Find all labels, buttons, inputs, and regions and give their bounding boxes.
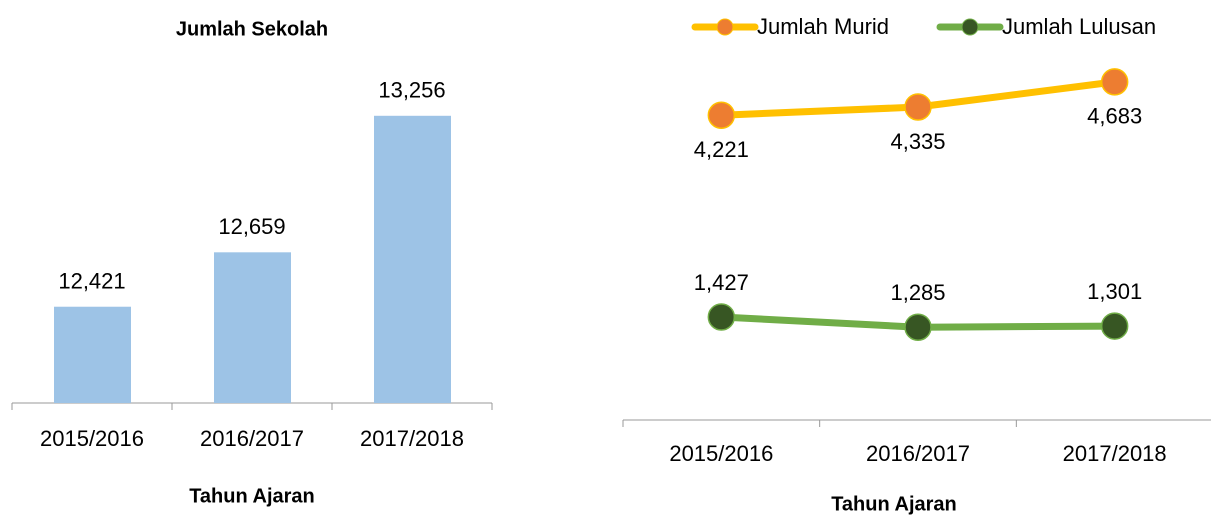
chart-title: Jumlah Sekolah: [176, 18, 328, 40]
marker: [904, 93, 932, 121]
x-tick-label: 2017/2018: [1063, 441, 1167, 466]
x-tick-label: 2016/2017: [866, 441, 970, 466]
marker: [707, 303, 736, 331]
data-label: 12,421: [58, 269, 125, 294]
data-label: 13,256: [378, 78, 445, 103]
x-tick-label: 2015/2016: [669, 441, 773, 466]
bar: [374, 115, 451, 403]
data-label: 4,683: [1087, 104, 1142, 129]
x-tick-label: 2016/2017: [200, 426, 304, 451]
x-tick-label: 2017/2018: [360, 426, 464, 451]
data-label: 1,427: [694, 270, 749, 295]
bar: [54, 306, 131, 403]
data-label: 1,285: [890, 280, 945, 305]
legend-marker: [961, 18, 979, 36]
bar: [214, 252, 291, 403]
legend-marker: [716, 18, 734, 36]
marker: [1100, 68, 1129, 96]
legend-label: Jumlah Lulusan: [1002, 14, 1156, 39]
x-axis-title: Tahun Ajaran: [831, 493, 957, 515]
x-tick-label: 2015/2016: [40, 426, 144, 451]
legend-label: Jumlah Murid: [757, 14, 889, 39]
x-axis-title: Tahun Ajaran: [189, 485, 315, 507]
data-label: 1,301: [1087, 279, 1142, 304]
data-label: 4,335: [890, 129, 945, 154]
marker: [904, 313, 932, 341]
marker: [1100, 312, 1129, 340]
data-label: 4,221: [694, 137, 749, 162]
data-label: 12,659: [218, 214, 285, 239]
marker: [707, 101, 736, 129]
